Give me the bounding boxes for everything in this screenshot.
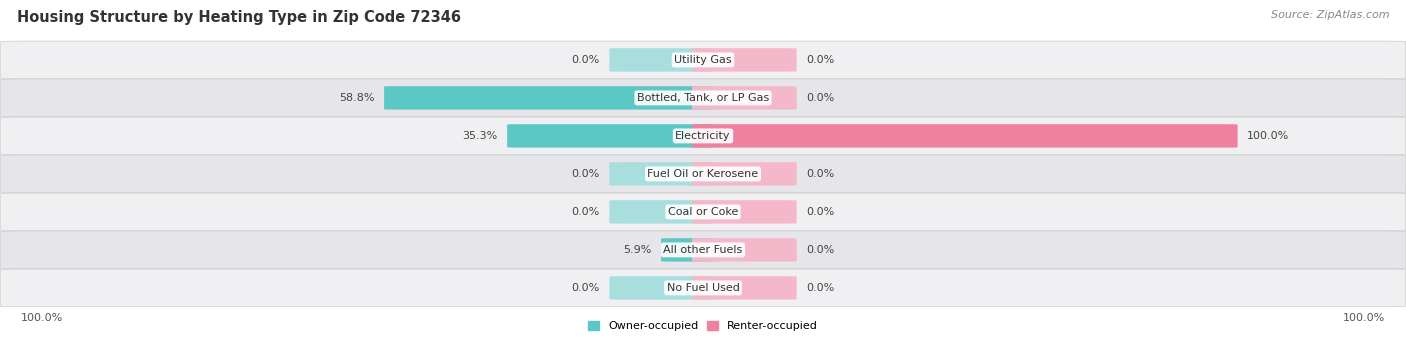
FancyBboxPatch shape bbox=[692, 276, 797, 300]
FancyBboxPatch shape bbox=[692, 124, 1237, 148]
FancyBboxPatch shape bbox=[0, 117, 1406, 155]
Text: 0.0%: 0.0% bbox=[807, 169, 835, 179]
Text: 0.0%: 0.0% bbox=[807, 245, 835, 255]
FancyBboxPatch shape bbox=[692, 48, 797, 72]
FancyBboxPatch shape bbox=[0, 79, 1406, 117]
FancyBboxPatch shape bbox=[692, 162, 797, 186]
FancyBboxPatch shape bbox=[0, 269, 1406, 307]
FancyBboxPatch shape bbox=[692, 86, 797, 109]
Text: 0.0%: 0.0% bbox=[571, 169, 599, 179]
FancyBboxPatch shape bbox=[692, 200, 797, 224]
FancyBboxPatch shape bbox=[0, 155, 1406, 193]
FancyBboxPatch shape bbox=[609, 48, 714, 72]
FancyBboxPatch shape bbox=[661, 238, 714, 262]
Text: Coal or Coke: Coal or Coke bbox=[668, 207, 738, 217]
FancyBboxPatch shape bbox=[0, 193, 1406, 231]
Text: Electricity: Electricity bbox=[675, 131, 731, 141]
Text: 0.0%: 0.0% bbox=[571, 55, 599, 65]
Text: 0.0%: 0.0% bbox=[571, 283, 599, 293]
Text: Source: ZipAtlas.com: Source: ZipAtlas.com bbox=[1271, 10, 1389, 20]
FancyBboxPatch shape bbox=[609, 276, 714, 300]
Text: 0.0%: 0.0% bbox=[807, 207, 835, 217]
FancyBboxPatch shape bbox=[692, 238, 797, 262]
Text: Utility Gas: Utility Gas bbox=[675, 55, 731, 65]
Text: 0.0%: 0.0% bbox=[571, 207, 599, 217]
FancyBboxPatch shape bbox=[0, 41, 1406, 79]
FancyBboxPatch shape bbox=[0, 231, 1406, 269]
Text: 35.3%: 35.3% bbox=[463, 131, 498, 141]
Text: Fuel Oil or Kerosene: Fuel Oil or Kerosene bbox=[647, 169, 759, 179]
Text: Housing Structure by Heating Type in Zip Code 72346: Housing Structure by Heating Type in Zip… bbox=[17, 10, 461, 25]
Text: 5.9%: 5.9% bbox=[623, 245, 651, 255]
FancyBboxPatch shape bbox=[609, 162, 714, 186]
Text: 0.0%: 0.0% bbox=[807, 55, 835, 65]
FancyBboxPatch shape bbox=[508, 124, 714, 148]
Text: 58.8%: 58.8% bbox=[339, 93, 374, 103]
FancyBboxPatch shape bbox=[384, 86, 714, 109]
Text: 0.0%: 0.0% bbox=[807, 93, 835, 103]
Text: 0.0%: 0.0% bbox=[807, 283, 835, 293]
Text: 100.0%: 100.0% bbox=[1343, 313, 1385, 323]
Text: All other Fuels: All other Fuels bbox=[664, 245, 742, 255]
Text: 100.0%: 100.0% bbox=[1247, 131, 1289, 141]
Text: Bottled, Tank, or LP Gas: Bottled, Tank, or LP Gas bbox=[637, 93, 769, 103]
Text: 100.0%: 100.0% bbox=[21, 313, 63, 323]
FancyBboxPatch shape bbox=[609, 200, 714, 224]
Text: No Fuel Used: No Fuel Used bbox=[666, 283, 740, 293]
Legend: Owner-occupied, Renter-occupied: Owner-occupied, Renter-occupied bbox=[583, 317, 823, 336]
